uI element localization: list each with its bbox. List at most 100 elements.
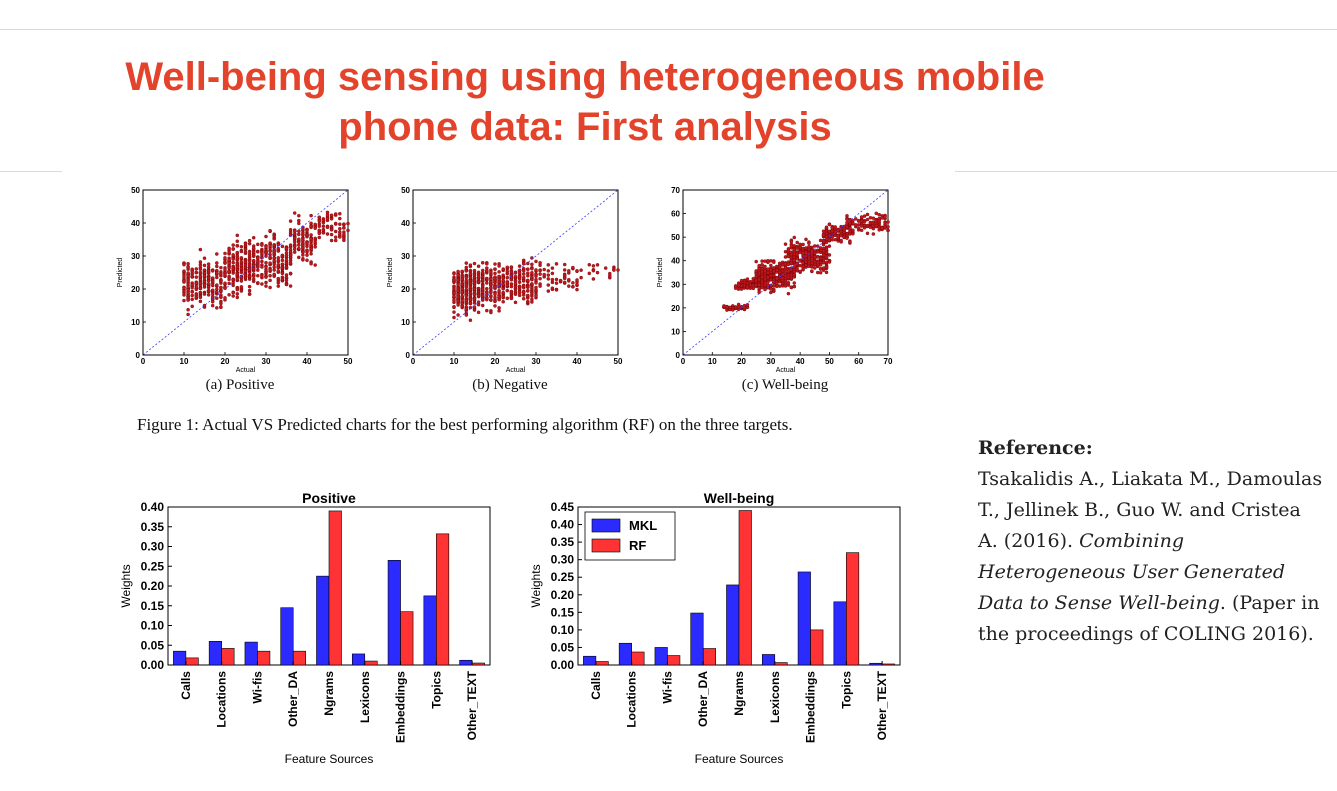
scatter-point [874, 223, 879, 228]
x-tick-label: 40 [573, 357, 582, 366]
y-axis-label: Predicted [387, 258, 394, 288]
scatter-point [305, 228, 309, 233]
scatter-point [777, 279, 782, 284]
scatter-point [856, 226, 861, 231]
bar-mkl [244, 641, 258, 666]
scatter-point [587, 271, 592, 276]
scatter-point [256, 263, 260, 268]
scatter-point [883, 220, 887, 225]
reference-citation: Tsakalidis A., Liakata M., Damoulas T., … [978, 464, 1323, 650]
scatter-point [795, 246, 799, 250]
scatter-point [733, 305, 738, 310]
scatter-point [260, 265, 264, 269]
scatter-point [530, 290, 534, 295]
scatter-point [284, 273, 289, 277]
scatter-point [824, 247, 829, 252]
scatter-point [550, 277, 555, 282]
scatter-point [868, 225, 873, 230]
scatter-point [766, 280, 770, 284]
scatter-point [284, 246, 289, 251]
scatter-point [235, 295, 240, 300]
scatter-point [247, 274, 252, 279]
scatter-point [513, 281, 518, 286]
scatter-point [256, 256, 260, 260]
scatter-point [456, 289, 460, 293]
scatter-point [827, 222, 832, 227]
scatter-point [871, 220, 876, 224]
y-tick-label: 0.35 [551, 535, 575, 549]
scatter-point [198, 286, 203, 291]
bar-mkl [654, 647, 668, 666]
y-tick-label: 20 [401, 285, 410, 294]
scatter-point [452, 271, 456, 276]
scatter-point [280, 254, 285, 258]
scatter-points [722, 211, 890, 312]
scatter-point [821, 242, 826, 247]
scatter-point [227, 250, 231, 255]
scatter-point [468, 297, 473, 301]
scatter-point [194, 270, 199, 275]
bar-mkl [316, 575, 330, 666]
scatter-point [338, 216, 342, 221]
scatter-point [774, 281, 779, 286]
scatter-point [485, 268, 489, 273]
scatter-point [251, 272, 256, 277]
scatter-point [501, 267, 505, 271]
scatter-point [550, 271, 555, 276]
scatter-point [329, 238, 334, 243]
scatter-point [202, 268, 207, 272]
bar-rf [328, 510, 342, 666]
scatter-point [810, 269, 814, 273]
scatter-point [194, 275, 199, 279]
bar-rf [738, 510, 752, 666]
bar-mkl [690, 612, 704, 666]
scatter-point [198, 281, 203, 285]
scatter-point [766, 267, 770, 271]
scatter-point [309, 233, 313, 237]
scatter-point [309, 237, 313, 241]
y-tick-label: 10 [131, 318, 140, 327]
scatter-point [333, 238, 338, 243]
scatter-point [760, 280, 764, 285]
scatter-point [456, 278, 460, 282]
scatter-point [517, 264, 522, 268]
scatter-point [464, 261, 469, 265]
scatter-point [264, 260, 268, 265]
scatter-point [824, 231, 829, 236]
scatter-point [509, 284, 514, 289]
scatter-point [338, 230, 342, 234]
scatter-point [542, 272, 546, 277]
scatter-point [546, 269, 551, 273]
scatter-point [603, 266, 608, 270]
scatter-point [546, 263, 551, 267]
scatter-point [292, 247, 297, 251]
scatter-point [190, 286, 194, 290]
scatter-point [848, 240, 852, 245]
scatter-point [468, 291, 473, 295]
scatter-point [538, 276, 542, 281]
scatter-point [789, 261, 794, 266]
scatter-point [880, 216, 884, 220]
scatter-point [813, 255, 817, 259]
x-tick-label: 40 [303, 357, 312, 366]
scatter-point [608, 271, 612, 276]
scatter-point [198, 270, 203, 275]
scatter-point [780, 269, 785, 273]
scatter-point [521, 293, 526, 297]
scatter-point [789, 252, 794, 257]
scatter-point [256, 242, 260, 247]
scatter-point [182, 286, 186, 290]
scatter-point [567, 277, 571, 282]
x-tick-label: Embeddings [394, 671, 408, 743]
scatter-point [836, 234, 840, 238]
scatter-point [497, 270, 501, 274]
scatter-point [810, 261, 814, 265]
y-axis-label: Predicted [117, 258, 124, 288]
scatter-point [497, 289, 501, 293]
scatter-point [325, 232, 330, 236]
scatter-point [309, 213, 313, 218]
scatter-point [877, 216, 881, 221]
scatter-point [227, 246, 231, 251]
scatter-point [497, 306, 501, 310]
scatter-point [313, 236, 317, 241]
